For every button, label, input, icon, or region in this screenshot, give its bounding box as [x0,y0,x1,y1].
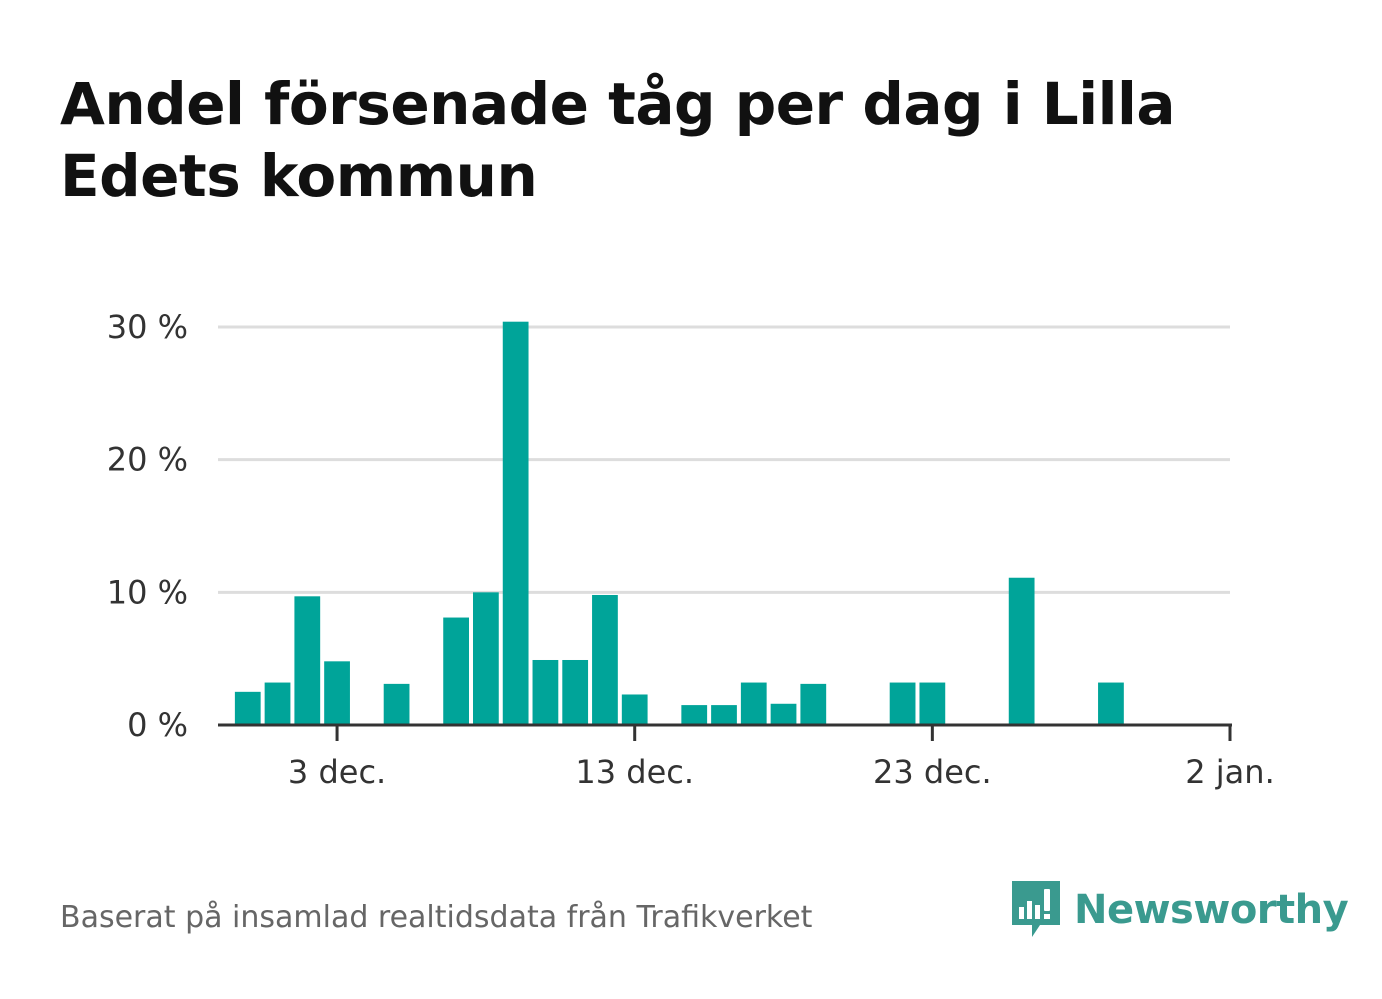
x-tick-label: 23 dec. [873,753,992,791]
x-axis-labels: 3 dec. 13 dec. 23 dec. 2 jan. [288,753,1275,791]
bar [889,682,916,725]
bar [443,617,469,725]
gridlines [218,325,1230,594]
y-axis-labels: 0 % 10 % 20 % 30 % [107,308,188,744]
newsworthy-logo-icon [1012,881,1060,937]
bar [681,705,708,725]
bar [800,683,827,725]
brand-name: Newsworthy [1074,887,1349,933]
y-tick-label: 10 % [107,573,188,611]
bar [592,594,618,725]
bar-chart: 0 % 10 % 20 % 30 % 3 dec. 13 dec. 23 dec. 2 ja… [107,308,1275,791]
x-axis [218,723,1232,741]
bar [711,705,737,725]
bar [1008,577,1035,725]
bar [740,682,767,725]
bar [294,596,321,725]
bar [324,661,350,725]
bar [532,659,559,725]
bar [562,659,589,725]
bar [502,321,529,725]
x-tick-label: 13 dec. [575,753,694,791]
y-tick-label: 0 % [127,706,188,744]
bars [234,321,1124,725]
brand-logo: Newsworthy [1010,878,1349,942]
bar [234,691,261,725]
x-tick-label: 3 dec. [288,753,386,791]
source-note: Baserat på insamlad realtidsdata från Tr… [60,900,813,935]
x-tick-label: 2 jan. [1185,753,1274,791]
bar [1098,682,1124,725]
chart-title: Andel försenade tåg per dag i Lilla Edet… [60,70,1176,210]
bar [383,683,410,725]
y-tick-label: 20 % [107,441,188,479]
bar [621,694,648,725]
bar [264,682,291,725]
bar [919,682,946,725]
bar [770,703,797,725]
bar [473,592,499,725]
y-tick-label: 30 % [107,308,188,346]
